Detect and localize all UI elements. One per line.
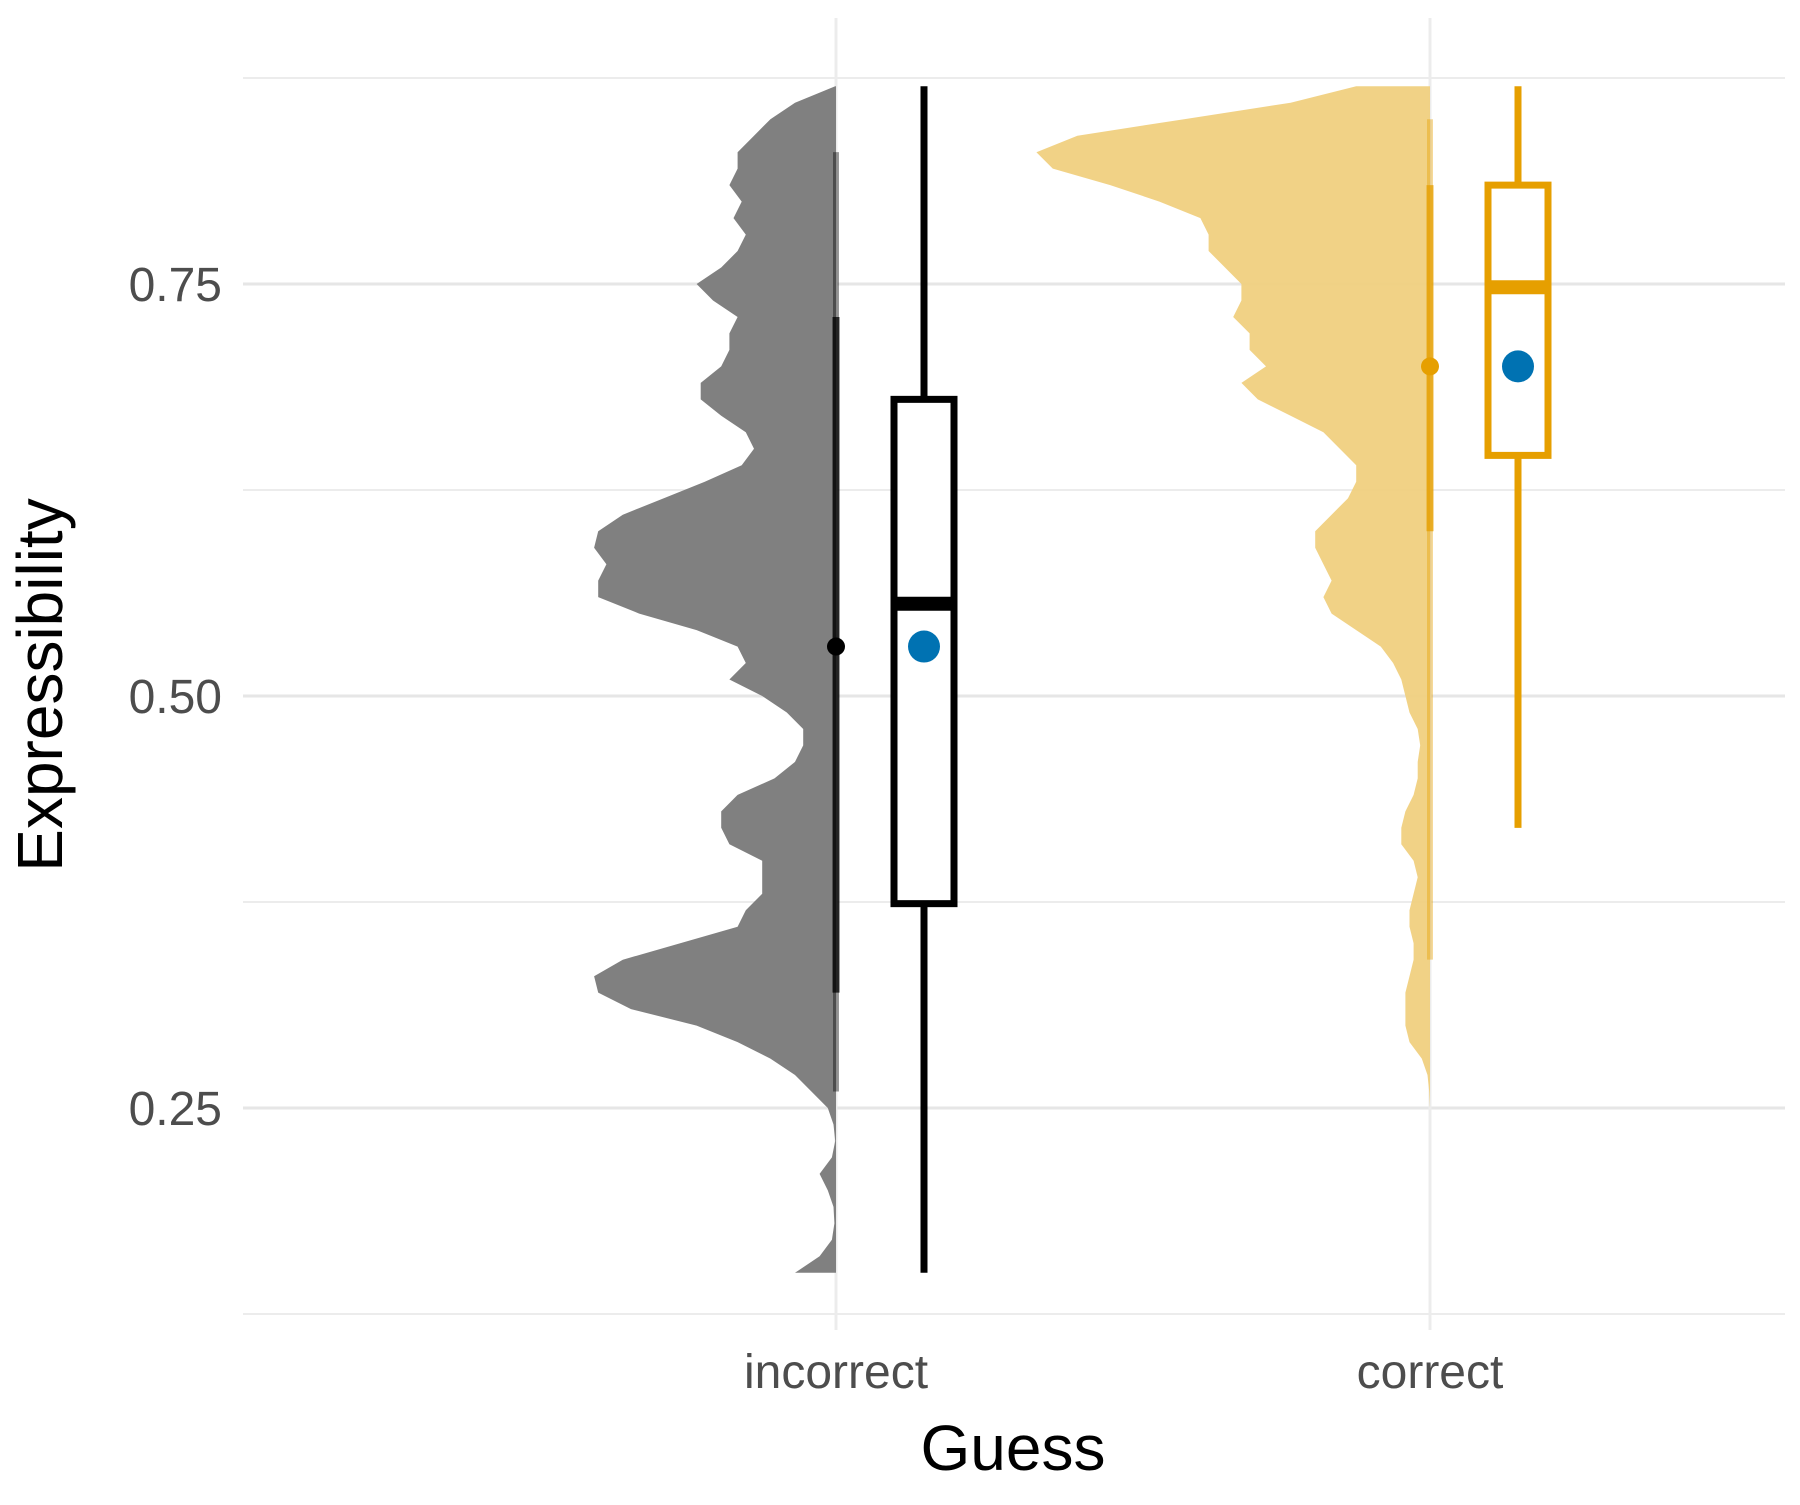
grid-layer <box>243 18 1785 1330</box>
mean-layer <box>908 350 1534 663</box>
interval-layer <box>827 119 1439 1092</box>
axis-layer: 0.25 0.50 0.75 incorrect correct <box>129 259 1504 1399</box>
correct-box <box>1484 181 1552 459</box>
correct-mean-point <box>1502 350 1534 383</box>
density-layer <box>594 86 1430 1273</box>
y-tick-label: 0.50 <box>129 671 222 724</box>
incorrect-interval-point <box>827 637 845 656</box>
y-axis-title: Expressibility <box>4 498 76 871</box>
incorrect-density <box>594 86 836 1273</box>
y-tick-label: 0.25 <box>129 1083 222 1136</box>
incorrect-mean-point <box>908 630 940 663</box>
correct-interval-point <box>1421 357 1439 376</box>
x-axis-title: Guess <box>921 1412 1106 1484</box>
boxplot-layer <box>890 86 1552 1273</box>
correct-density <box>1036 86 1430 1108</box>
x-tick-label: incorrect <box>744 1346 928 1399</box>
y-tick-label: 0.75 <box>129 259 222 312</box>
x-tick-label: correct <box>1357 1346 1504 1399</box>
